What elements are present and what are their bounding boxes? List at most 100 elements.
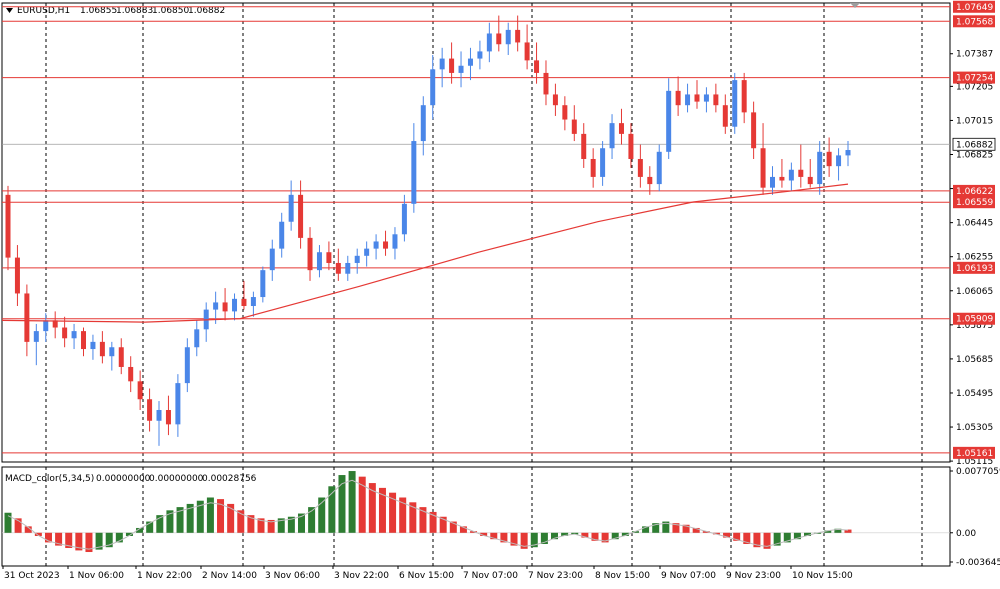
candle-bull[interactable] [411, 141, 417, 204]
candle-bear[interactable] [326, 252, 332, 263]
candle-bull[interactable] [392, 234, 398, 249]
candle-bull[interactable] [184, 347, 190, 384]
candle-bull[interactable] [288, 194, 294, 222]
candle-bull[interactable] [486, 33, 492, 52]
candle-bear[interactable] [14, 257, 20, 294]
candle-bull[interactable] [836, 155, 842, 167]
candle-bear[interactable] [571, 119, 577, 134]
candle-bull[interactable] [788, 169, 794, 181]
candle-bull[interactable] [316, 252, 322, 271]
candle-bull[interactable] [817, 151, 823, 185]
candle-bear[interactable] [722, 105, 728, 127]
candle-bull[interactable] [156, 410, 162, 421]
candle-bear[interactable] [713, 94, 719, 106]
macd-bar [328, 486, 336, 533]
candle-bear[interactable] [590, 158, 596, 177]
candle-bear[interactable] [675, 90, 681, 106]
candle-bull[interactable] [364, 248, 370, 256]
candle-bear[interactable] [515, 29, 521, 43]
candle-bull[interactable] [477, 51, 483, 59]
candle-bull[interactable] [467, 58, 473, 66]
candle-bear[interactable] [118, 347, 124, 367]
candle-bear[interactable] [383, 241, 389, 249]
candle-bear[interactable] [137, 381, 143, 400]
candle-bear[interactable] [62, 327, 68, 339]
candle-bull[interactable] [845, 150, 851, 156]
candle-bear[interactable] [99, 341, 105, 357]
candle-bear[interactable] [524, 42, 530, 61]
candle-bear[interactable] [128, 366, 134, 382]
candle-bull[interactable] [373, 241, 379, 249]
candle-bull[interactable] [232, 298, 238, 312]
candle-bull[interactable] [175, 383, 181, 425]
candle-bear[interactable] [826, 151, 832, 167]
candle-bull[interactable] [505, 29, 511, 45]
candle-bull[interactable] [33, 331, 39, 342]
candle-bear[interactable] [147, 399, 153, 421]
candle-bull[interactable] [43, 320, 49, 332]
candle-bull[interactable] [90, 341, 96, 350]
candle-bull[interactable] [732, 80, 738, 127]
candle-bear[interactable] [779, 176, 785, 181]
candle-bear[interactable] [298, 194, 304, 238]
candle-bear[interactable] [24, 293, 30, 342]
candle-bear[interactable] [449, 58, 455, 73]
candle-bear[interactable] [543, 72, 549, 95]
candle-bear[interactable] [751, 112, 757, 149]
candle-bear[interactable] [741, 80, 747, 113]
macd-bar [500, 532, 508, 543]
candle-bull[interactable] [666, 90, 672, 152]
candle-bull[interactable] [250, 297, 256, 307]
candle-bear[interactable] [637, 158, 643, 177]
candle-bear[interactable] [81, 331, 87, 350]
candle-bull[interactable] [354, 255, 360, 263]
candle-bear[interactable] [241, 298, 247, 307]
macd-bar [672, 523, 680, 533]
candle-bear[interactable] [628, 133, 634, 159]
macd-axis-label: 0.0077059 [956, 467, 1000, 477]
candle-bull[interactable] [194, 329, 200, 348]
candle-bull[interactable] [430, 69, 436, 106]
candle-bear[interactable] [618, 123, 624, 134]
candle-bear[interactable] [798, 169, 804, 177]
triangle-down-icon[interactable] [6, 8, 13, 13]
candle-bull[interactable] [109, 347, 115, 357]
candle-bear[interactable] [581, 133, 587, 159]
candle-bear[interactable] [335, 262, 341, 274]
candle-bear[interactable] [496, 33, 502, 45]
candle-bull[interactable] [269, 248, 275, 271]
candle-bull[interactable] [656, 151, 662, 185]
candle-bear[interactable] [307, 237, 313, 271]
candle-bull[interactable] [279, 221, 285, 249]
candle-bear[interactable] [694, 94, 700, 102]
candle-bull[interactable] [213, 302, 219, 310]
candle-bear[interactable] [5, 194, 11, 258]
candle-bear[interactable] [534, 60, 540, 73]
candle-bear[interactable] [52, 320, 58, 328]
candle-bull[interactable] [458, 65, 464, 73]
candle-bull[interactable] [71, 331, 77, 339]
candle-bull[interactable] [439, 58, 445, 70]
candle-bull[interactable] [345, 262, 351, 274]
candle-bear[interactable] [222, 302, 228, 312]
macd-bar [662, 521, 670, 533]
scroll-marker-icon[interactable] [850, 3, 860, 8]
candle-bull[interactable] [600, 148, 606, 177]
candle-bull[interactable] [609, 123, 615, 149]
candle-bull[interactable] [685, 94, 691, 106]
candle-bull[interactable] [703, 94, 709, 102]
candle-bear[interactable] [647, 176, 653, 185]
time-label: 10 Nov 15:00 [792, 571, 853, 581]
candle-bear[interactable] [552, 94, 558, 106]
candle-bear[interactable] [760, 148, 766, 188]
macd-bar [389, 492, 397, 533]
candle-bull[interactable] [420, 105, 426, 142]
candle-bull[interactable] [260, 270, 266, 298]
candle-bear[interactable] [807, 176, 813, 185]
candle-bull[interactable] [401, 203, 407, 235]
candle-bear[interactable] [165, 410, 171, 425]
candle-bear[interactable] [562, 105, 568, 120]
candle-bull[interactable] [769, 176, 775, 188]
